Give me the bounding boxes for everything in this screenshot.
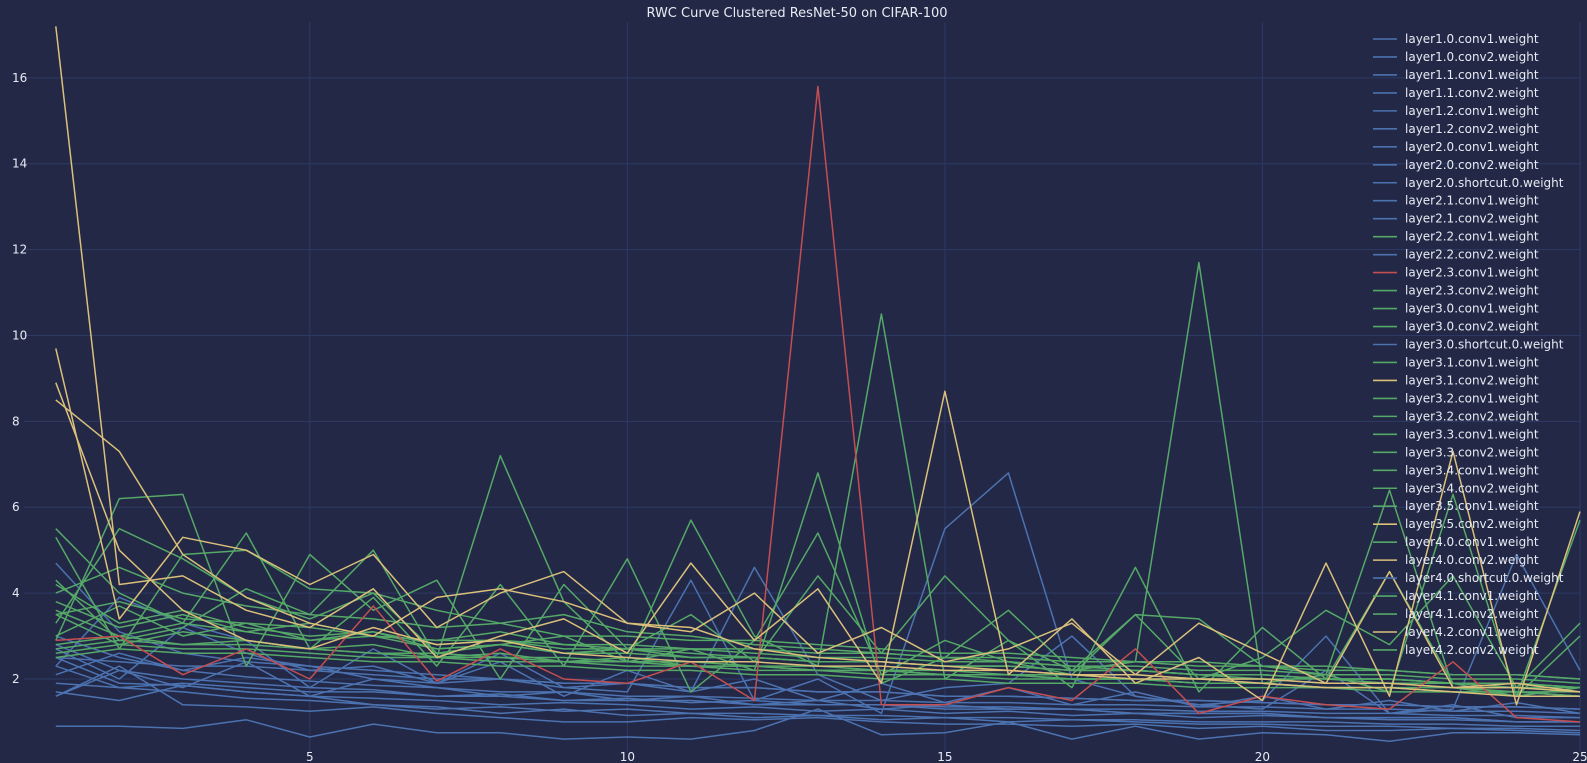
legend-entry-label: layer1.2.conv2.weight [1405, 122, 1539, 136]
legend-entry-label: layer3.1.conv2.weight [1405, 373, 1539, 387]
legend-entry-label: layer2.0.conv1.weight [1405, 140, 1539, 154]
series-line-layer1-0-conv1-weight [55, 708, 1581, 743]
x-tick-label: 10 [620, 750, 635, 763]
legend-entry-label: layer2.2.conv1.weight [1405, 230, 1539, 244]
x-tick-label: 15 [937, 750, 952, 763]
series-line-layer4-0-shortcut-0-weight [55, 682, 1580, 723]
legend-entry-label: layer2.2.conv2.weight [1405, 248, 1539, 262]
legend-entry-label: layer2.3.conv1.weight [1405, 266, 1539, 280]
plot-area [24, 22, 1580, 752]
legend-entry-label: layer4.2.conv1.weight [1405, 625, 1539, 639]
y-tick-label: 2 [12, 672, 20, 686]
chart-title: RWC Curve Clustered ResNet-50 on CIFAR-1… [646, 6, 947, 21]
series-line-layer2-3-conv1-weight [55, 85, 1581, 723]
series-line-layer4-0-conv2-weight [55, 382, 1581, 693]
legend-entry-label: layer1.1.conv2.weight [1405, 86, 1539, 100]
legend-entry-label: layer1.2.conv1.weight [1405, 104, 1539, 118]
series-line-layer3-5-conv1-weight [55, 609, 1581, 689]
legend-entry-label: layer3.3.conv1.weight [1405, 427, 1539, 441]
y-tick-label: 10 [12, 328, 27, 342]
legend: layer1.0.conv1.weight layer1.0.conv2.weig… [1373, 32, 1564, 657]
legend-entry-label: layer3.5.conv2.weight [1405, 517, 1539, 531]
legend-entry-label: layer2.1.conv2.weight [1405, 212, 1539, 226]
series-lines [55, 26, 1581, 743]
legend-entry-label: layer3.3.conv2.weight [1405, 445, 1539, 459]
x-tick-label: 5 [306, 750, 314, 763]
legend-entry-label: layer1.0.conv2.weight [1405, 50, 1539, 64]
y-tick-label: 16 [12, 71, 27, 85]
series-line-layer1-0-conv2-weight [55, 665, 1581, 734]
series-line-layer4-2-conv1-weight [55, 399, 1580, 697]
legend-entry-label: layer2.3.conv2.weight [1405, 284, 1539, 298]
y-tick-label: 8 [12, 414, 20, 428]
x-tick-label: 20 [1255, 750, 1270, 763]
legend-entry-label: layer3.1.conv1.weight [1405, 355, 1539, 369]
legend-entry-label: layer1.0.conv1.weight [1405, 32, 1539, 46]
legend-entry-label: layer2.0.shortcut.0.weight [1405, 176, 1564, 190]
legend-entry-label: layer3.0.conv2.weight [1405, 320, 1539, 334]
x-tick-label: 25 [1572, 750, 1587, 763]
legend-entry-label: layer3.5.conv1.weight [1405, 499, 1539, 513]
axis-ticks: 5 10 15 20 25 2 4 6 8 10 12 14 16 [12, 71, 1587, 763]
legend-entry-label: layer4.1.conv1.weight [1405, 589, 1539, 603]
legend-entry-label: layer3.2.conv2.weight [1405, 409, 1539, 423]
legend-entry-label: layer1.1.conv1.weight [1405, 68, 1539, 82]
legend-entry-label: layer3.2.conv1.weight [1405, 391, 1539, 405]
legend-entry-label: layer2.0.conv2.weight [1405, 158, 1539, 172]
y-tick-label: 12 [12, 243, 27, 257]
y-tick-label: 6 [12, 500, 20, 514]
legend-entry-label: layer3.0.shortcut.0.weight [1405, 337, 1564, 351]
legend-entry-label: layer3.0.conv1.weight [1405, 302, 1539, 316]
y-tick-label: 4 [12, 586, 20, 600]
legend-entry-label: layer2.1.conv1.weight [1405, 194, 1539, 208]
legend-entry-label: layer3.4.conv2.weight [1405, 481, 1539, 495]
legend-entry-label: layer4.0.conv2.weight [1405, 553, 1539, 567]
legend-entry-label: layer4.2.conv2.weight [1405, 643, 1539, 657]
y-tick-label: 14 [12, 157, 27, 171]
legend-entry-label: layer4.0.conv1.weight [1405, 535, 1539, 549]
legend-entry-label: layer3.4.conv1.weight [1405, 463, 1539, 477]
legend-entry-label: layer4.0.shortcut.0.weight [1405, 571, 1564, 585]
series-line-layer3-1-conv2-weight [55, 26, 1581, 706]
legend-entry-label: layer4.1.conv2.weight [1405, 607, 1539, 621]
series-line-layer3-3-conv2-weight [55, 493, 1581, 689]
